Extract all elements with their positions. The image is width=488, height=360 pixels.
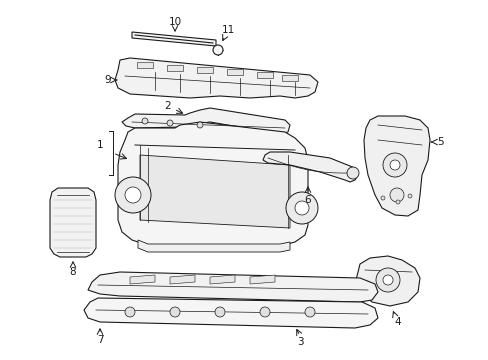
Text: 5: 5 — [436, 137, 443, 147]
Circle shape — [125, 307, 135, 317]
Polygon shape — [263, 152, 357, 182]
Circle shape — [389, 160, 399, 170]
Text: 8: 8 — [70, 267, 76, 277]
Polygon shape — [209, 275, 235, 284]
Circle shape — [305, 307, 314, 317]
Polygon shape — [226, 69, 243, 75]
Circle shape — [395, 200, 399, 204]
Polygon shape — [249, 275, 274, 284]
Polygon shape — [115, 58, 317, 98]
Circle shape — [375, 268, 399, 292]
Text: 11: 11 — [221, 25, 234, 35]
Circle shape — [170, 307, 180, 317]
Polygon shape — [130, 275, 155, 284]
Text: 7: 7 — [97, 335, 103, 345]
Polygon shape — [363, 116, 429, 216]
Text: 1: 1 — [97, 140, 103, 150]
Text: 6: 6 — [304, 195, 311, 205]
Circle shape — [142, 118, 148, 124]
Circle shape — [115, 177, 151, 213]
Polygon shape — [122, 108, 289, 134]
Circle shape — [382, 275, 392, 285]
Text: 10: 10 — [168, 17, 181, 27]
Circle shape — [125, 187, 141, 203]
Circle shape — [213, 45, 223, 55]
Text: 3: 3 — [296, 337, 303, 347]
Polygon shape — [118, 122, 307, 248]
Circle shape — [380, 196, 384, 200]
Polygon shape — [167, 65, 183, 71]
Circle shape — [197, 122, 203, 128]
Polygon shape — [137, 62, 153, 68]
Text: 2: 2 — [164, 101, 171, 111]
Polygon shape — [140, 155, 289, 228]
Circle shape — [389, 188, 403, 202]
Polygon shape — [138, 240, 289, 252]
Text: 4: 4 — [394, 317, 401, 327]
Circle shape — [382, 153, 406, 177]
Polygon shape — [197, 67, 213, 73]
Text: 9: 9 — [104, 75, 111, 85]
Circle shape — [285, 192, 317, 224]
Polygon shape — [50, 188, 96, 257]
Polygon shape — [355, 256, 419, 306]
Circle shape — [260, 307, 269, 317]
Polygon shape — [84, 298, 377, 328]
Circle shape — [407, 194, 411, 198]
Polygon shape — [170, 275, 195, 284]
Polygon shape — [282, 75, 297, 81]
Circle shape — [215, 307, 224, 317]
Circle shape — [346, 167, 358, 179]
Circle shape — [167, 120, 173, 126]
Polygon shape — [88, 272, 377, 302]
Circle shape — [294, 201, 308, 215]
Polygon shape — [132, 32, 216, 46]
Polygon shape — [257, 72, 272, 78]
